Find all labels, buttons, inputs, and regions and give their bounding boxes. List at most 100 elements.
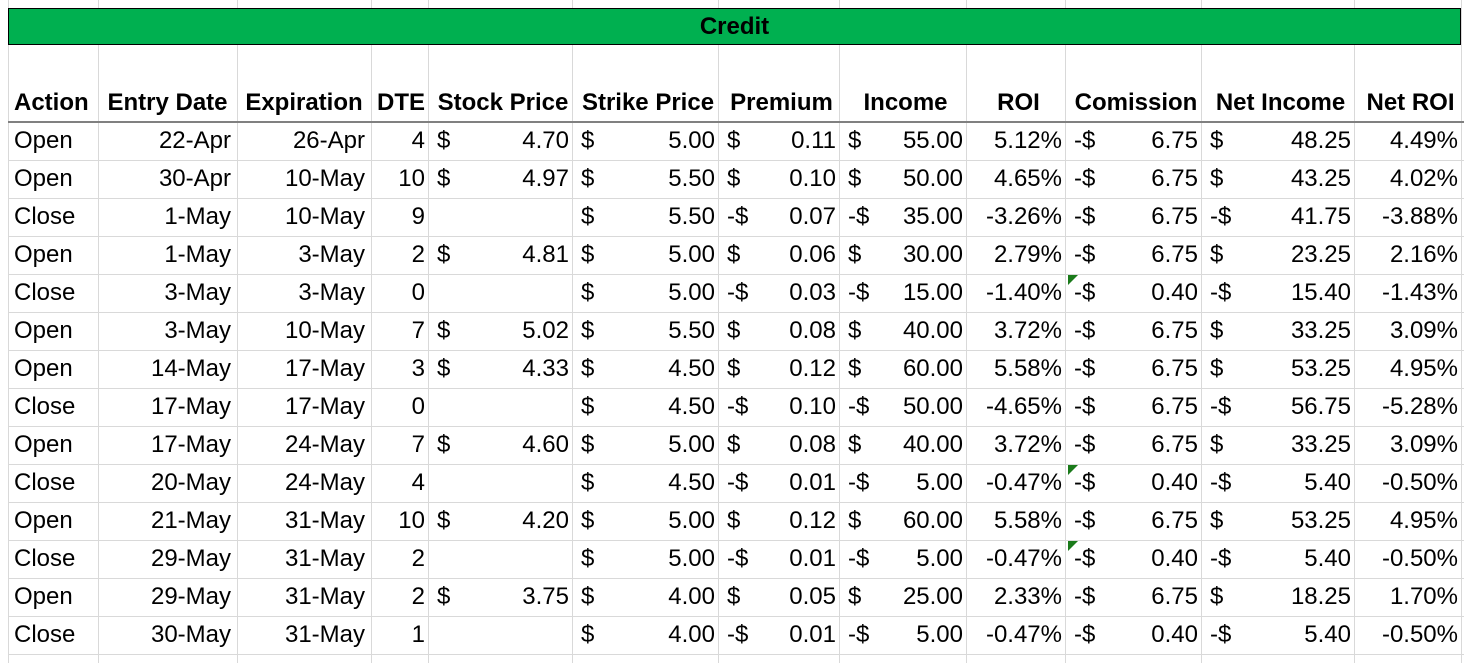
- cell-entry-date[interactable]: 29-May: [98, 540, 237, 579]
- cell-stock-price[interactable]: [431, 274, 575, 313]
- cell-entry-date[interactable]: 14-May: [98, 350, 237, 389]
- cell-net-income[interactable]: $48.25: [1204, 122, 1357, 161]
- cell-stock-price[interactable]: $3.75: [431, 578, 575, 617]
- cell-dte[interactable]: 0: [371, 388, 431, 427]
- cell-entry-date[interactable]: 21-May: [98, 502, 237, 541]
- cell-premium[interactable]: $0.11: [721, 122, 842, 161]
- cell-net-roi[interactable]: -5.28%: [1357, 388, 1464, 427]
- cell-dte[interactable]: 10: [371, 502, 431, 541]
- cell-strike-price[interactable]: $5.50: [575, 160, 721, 199]
- cell-income[interactable]: $60.00: [842, 502, 969, 541]
- cell-action[interactable]: Open: [8, 578, 98, 617]
- cell-premium[interactable]: -$ 0.10: [721, 388, 842, 427]
- cell-net-income[interactable]: -$ 56.75: [1204, 388, 1357, 427]
- cell-net-income[interactable]: $53.25: [1204, 350, 1357, 389]
- cell-expiration[interactable]: 31-May: [237, 502, 371, 541]
- cell-income[interactable]: -$ 50.00: [842, 388, 969, 427]
- col-net-income[interactable]: Net Income: [1204, 84, 1357, 123]
- cell-income[interactable]: -$ 5.00: [842, 464, 969, 503]
- cell-comission[interactable]: -$ 6.75: [1068, 388, 1204, 427]
- cell-action[interactable]: Close: [8, 464, 98, 503]
- cell-expiration[interactable]: 31-May: [237, 540, 371, 579]
- cell-comission[interactable]: -$ 6.75: [1068, 122, 1204, 161]
- cell-income[interactable]: -$ 5.00: [842, 616, 969, 655]
- cell-strike-price[interactable]: $5.00: [575, 426, 721, 465]
- cell-stock-price[interactable]: $4.33: [431, 350, 575, 389]
- cell-entry-date[interactable]: 17-May: [98, 388, 237, 427]
- cell-strike-price[interactable]: $4.50: [575, 388, 721, 427]
- cell-net-income[interactable]: $53.25: [1204, 502, 1357, 541]
- cell-action[interactable]: Open: [8, 236, 98, 275]
- cell-stock-price[interactable]: [431, 198, 575, 237]
- cell-comission[interactable]: -$ 6.75: [1068, 578, 1204, 617]
- cell-expiration[interactable]: 24-May: [237, 426, 371, 465]
- cell-entry-date[interactable]: 22-Apr: [98, 122, 237, 161]
- cell-net-income[interactable]: $23.25: [1204, 236, 1357, 275]
- cell-income[interactable]: $40.00: [842, 426, 969, 465]
- cell-comission[interactable]: -$ 6.75: [1068, 198, 1204, 237]
- cell-net-roi[interactable]: -1.43%: [1357, 274, 1464, 313]
- cell-expiration[interactable]: 31-May: [237, 578, 371, 617]
- cell-roi[interactable]: -3.26%: [969, 198, 1068, 237]
- cell-roi[interactable]: -0.47%: [969, 540, 1068, 579]
- cell-comission[interactable]: -$ 0.40: [1068, 464, 1204, 503]
- cell-comission[interactable]: -$ 6.75: [1068, 236, 1204, 275]
- cell-roi[interactable]: -0.47%: [969, 616, 1068, 655]
- cell-action[interactable]: Open: [8, 502, 98, 541]
- cell-roi[interactable]: 2.33%: [969, 578, 1068, 617]
- cell-stock-price[interactable]: [431, 616, 575, 655]
- cell-strike-price[interactable]: $5.00: [575, 236, 721, 275]
- cell-premium[interactable]: -$ 0.01: [721, 464, 842, 503]
- cell-income[interactable]: $55.00: [842, 122, 969, 161]
- cell-roi[interactable]: 5.12%: [969, 122, 1068, 161]
- cell-entry-date[interactable]: 1-May: [98, 236, 237, 275]
- cell-comission[interactable]: -$ 0.40: [1068, 540, 1204, 579]
- cell-premium[interactable]: $0.08: [721, 426, 842, 465]
- cell-stock-price[interactable]: $4.70: [431, 122, 575, 161]
- cell-income[interactable]: -$ 15.00: [842, 274, 969, 313]
- cell-expiration[interactable]: 10-May: [237, 312, 371, 351]
- cell-net-roi[interactable]: 3.09%: [1357, 312, 1464, 351]
- cell-net-income[interactable]: -$ 41.75: [1204, 198, 1357, 237]
- cell-net-roi[interactable]: 4.02%: [1357, 160, 1464, 199]
- cell-roi[interactable]: 2.79%: [969, 236, 1068, 275]
- cell-stock-price[interactable]: $5.02: [431, 312, 575, 351]
- cell-income[interactable]: $40.00: [842, 312, 969, 351]
- cell-action[interactable]: Open: [8, 426, 98, 465]
- cell-net-income[interactable]: -$ 5.40: [1204, 540, 1357, 579]
- cell-net-roi[interactable]: -0.50%: [1357, 464, 1464, 503]
- cell-comission[interactable]: -$ 6.75: [1068, 426, 1204, 465]
- cell-strike-price[interactable]: $5.00: [575, 502, 721, 541]
- cell-dte[interactable]: 2: [371, 540, 431, 579]
- cell-income[interactable]: -$ 35.00: [842, 198, 969, 237]
- cell-action[interactable]: Open: [8, 122, 98, 161]
- cell-entry-date[interactable]: 1-May: [98, 198, 237, 237]
- col-income[interactable]: Income: [842, 84, 969, 123]
- cell-entry-date[interactable]: 29-May: [98, 578, 237, 617]
- col-net-roi[interactable]: Net ROI: [1357, 84, 1464, 123]
- cell-expiration[interactable]: 3-May: [237, 236, 371, 275]
- cell-expiration[interactable]: 3-May: [237, 274, 371, 313]
- cell-dte[interactable]: 2: [371, 236, 431, 275]
- cell-entry-date[interactable]: 3-May: [98, 312, 237, 351]
- cell-entry-date[interactable]: 20-May: [98, 464, 237, 503]
- cell-net-income[interactable]: -$ 15.40: [1204, 274, 1357, 313]
- cell-stock-price[interactable]: $4.20: [431, 502, 575, 541]
- cell-net-income[interactable]: -$ 5.40: [1204, 616, 1357, 655]
- col-action[interactable]: Action: [8, 84, 98, 123]
- cell-premium[interactable]: -$ 0.07: [721, 198, 842, 237]
- cell-dte[interactable]: 4: [371, 122, 431, 161]
- cell-income[interactable]: $30.00: [842, 236, 969, 275]
- cell-dte[interactable]: 10: [371, 160, 431, 199]
- cell-comission[interactable]: -$ 6.75: [1068, 502, 1204, 541]
- cell-premium[interactable]: -$ 0.03: [721, 274, 842, 313]
- cell-action[interactable]: Close: [8, 388, 98, 427]
- cell-net-income[interactable]: $43.25: [1204, 160, 1357, 199]
- cell-premium[interactable]: $0.05: [721, 578, 842, 617]
- cell-comission[interactable]: -$ 6.75: [1068, 350, 1204, 389]
- cell-net-income[interactable]: $18.25: [1204, 578, 1357, 617]
- cell-dte[interactable]: 1: [371, 616, 431, 655]
- cell-net-roi[interactable]: 3.09%: [1357, 426, 1464, 465]
- cell-action[interactable]: Open: [8, 350, 98, 389]
- cell-roi[interactable]: 5.58%: [969, 350, 1068, 389]
